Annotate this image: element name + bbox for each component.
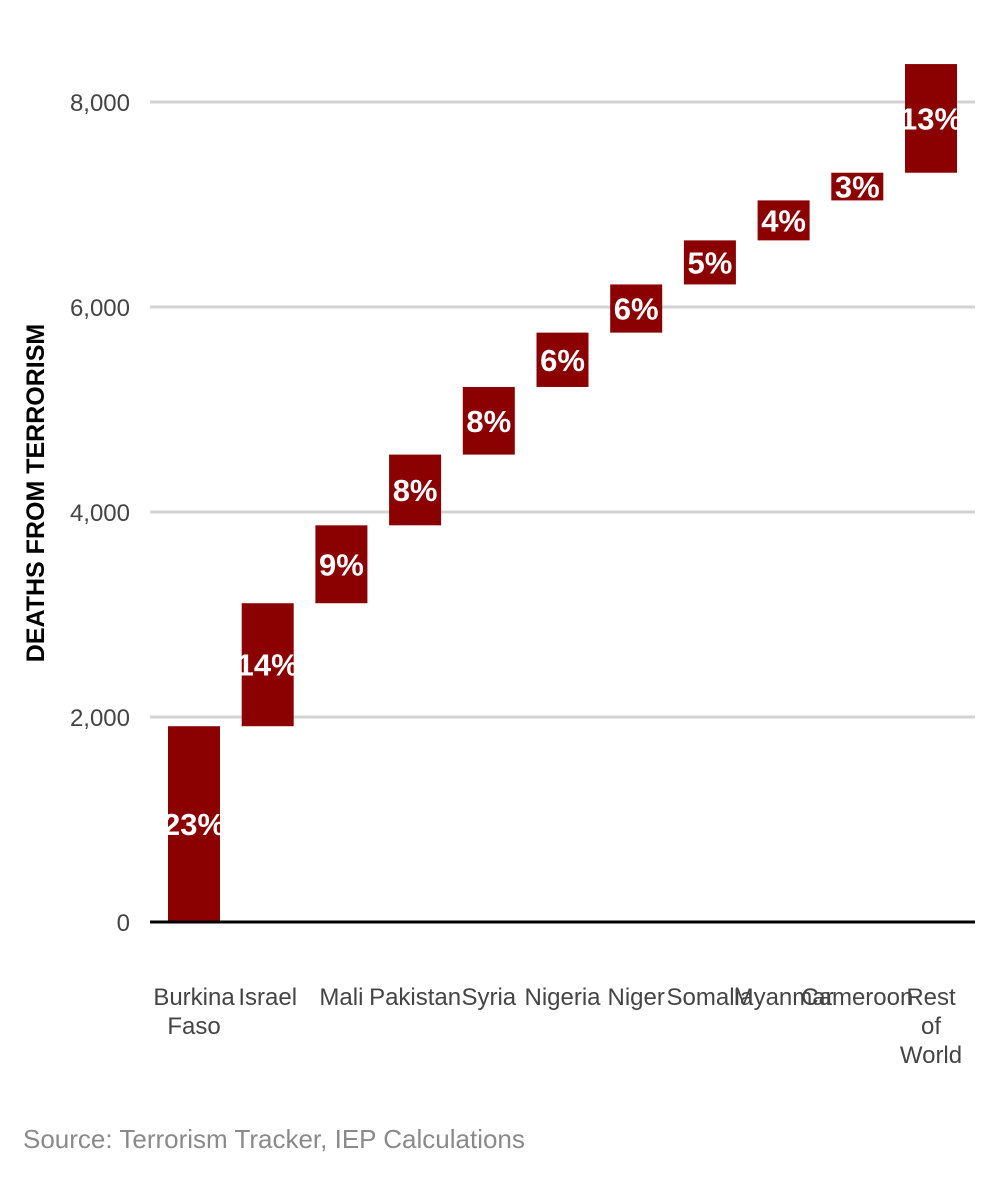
bar <box>315 525 368 604</box>
y-axis-ticks: 0 2,000 4,000 6,000 8,000 <box>70 90 130 937</box>
bar-value-label: 14% <box>237 648 299 683</box>
x-category-label: Mali <box>319 984 363 1011</box>
y-tick-label: 6,000 <box>70 295 130 322</box>
bar-value-label: 4% <box>761 203 806 238</box>
x-category-label: Faso <box>167 1013 220 1040</box>
bar <box>536 332 589 387</box>
x-category-label: Niger <box>608 984 665 1011</box>
bar <box>241 603 294 727</box>
x-category-label: Israel <box>238 984 297 1011</box>
bar <box>831 172 884 201</box>
x-category-label: Syria <box>461 984 516 1011</box>
y-tick-label: 0 <box>117 910 130 937</box>
bar <box>610 284 663 333</box>
bar-value-label: 13% <box>900 101 962 136</box>
bar <box>757 200 810 241</box>
x-category-label: Pakistan <box>369 984 461 1011</box>
x-category-label: of <box>921 1013 941 1040</box>
bar <box>389 454 442 526</box>
bar <box>168 726 220 922</box>
y-tick-label: 8,000 <box>70 90 130 117</box>
bar <box>683 240 736 285</box>
bars <box>168 64 957 922</box>
y-tick-label: 4,000 <box>70 500 130 527</box>
x-category-label: World <box>900 1042 962 1069</box>
gridlines <box>150 100 975 719</box>
bar-value-label: 5% <box>687 245 732 280</box>
y-axis-label: DEATHS FROM TERRORISM <box>22 324 50 662</box>
bar <box>905 64 957 173</box>
bar-value-label: 8% <box>393 473 438 508</box>
y-tick-label: 2,000 <box>70 705 130 732</box>
x-category-label: Burkina <box>153 984 235 1011</box>
bar-labels: 23% 14% 9% 8% 8% 6% 6% 5% 4% 3% 13% <box>163 101 962 842</box>
x-category-label: Somalia <box>667 984 754 1011</box>
source-note: Source: Terrorism Tracker, IEP Calculati… <box>23 1124 525 1154</box>
x-category-label: Nigeria <box>524 984 601 1011</box>
bar-value-label: 9% <box>319 547 364 582</box>
bar-value-label: 8% <box>466 404 511 439</box>
bar-value-label: 6% <box>540 343 585 378</box>
waterfall-chart: 0 2,000 4,000 6,000 8,000 23% 14% 9% 8% 8% 6% 6% 5%… <box>22 64 975 1069</box>
x-category-label: Myanmar <box>734 984 834 1011</box>
bar-value-label: 3% <box>835 170 880 205</box>
x-category-label: Cameroon <box>801 984 913 1011</box>
bar-value-label: 23% <box>163 807 225 842</box>
bar <box>462 386 515 455</box>
x-category-label: Rest <box>906 984 956 1011</box>
bar-value-label: 6% <box>614 292 659 327</box>
